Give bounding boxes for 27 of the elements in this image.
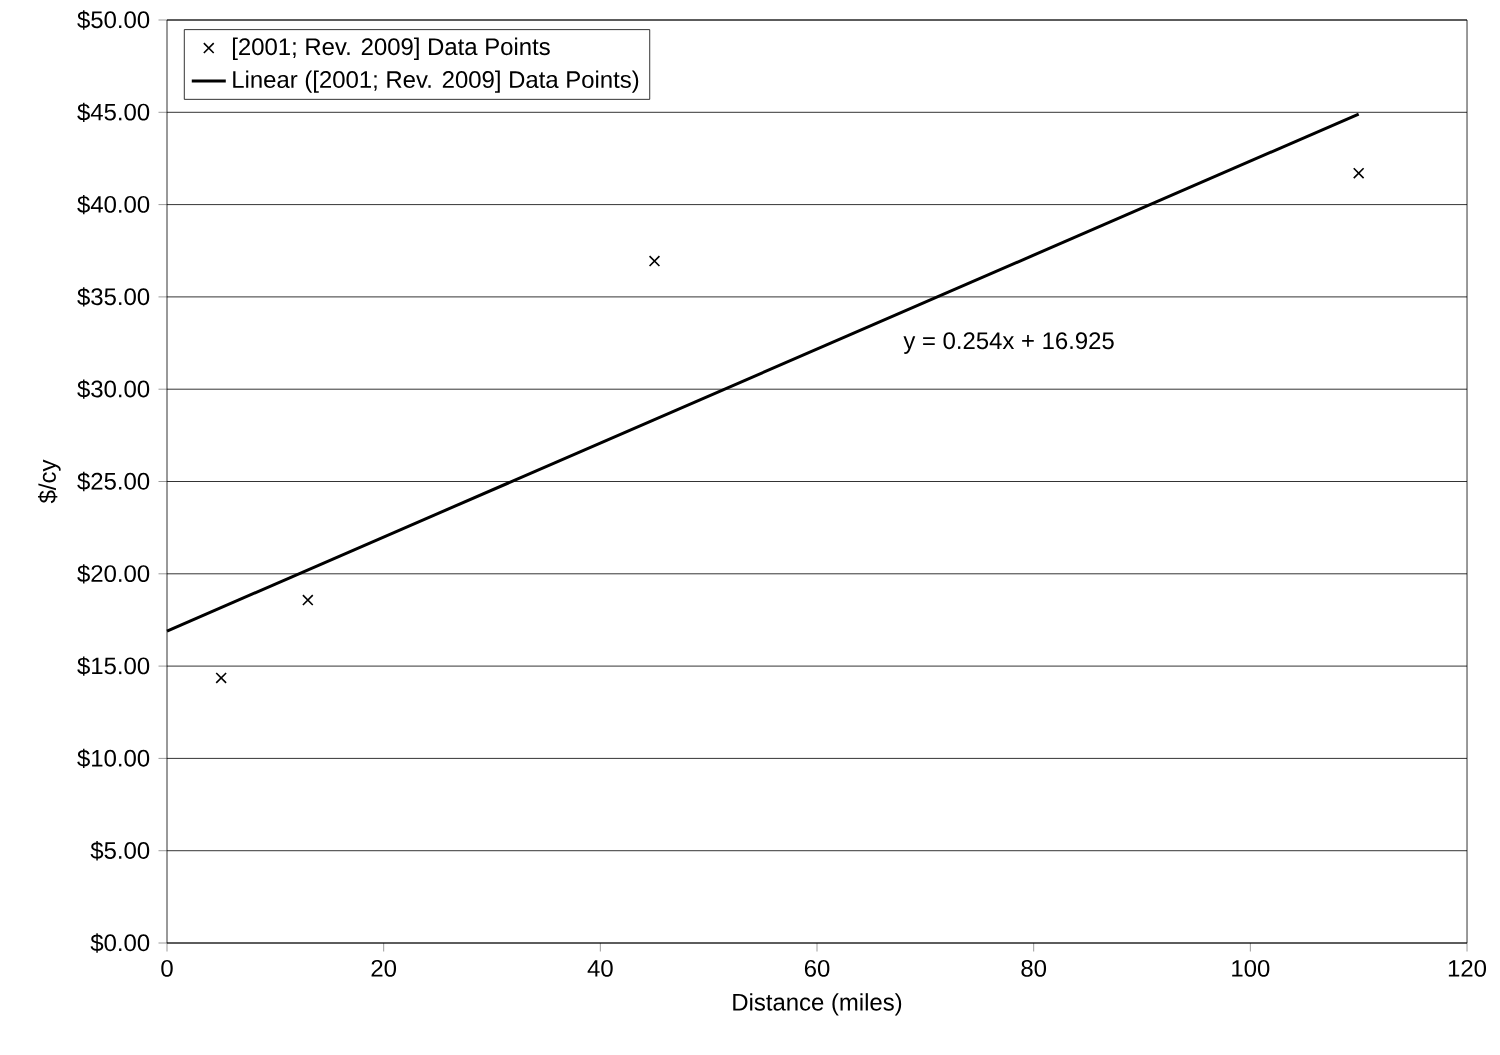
point <box>1352 167 1365 179</box>
y-tick-label: $50.00 <box>77 10 150 30</box>
y-tick-label: $40.00 <box>77 194 150 215</box>
y-tick-label: $45.00 <box>77 102 150 122</box>
point <box>302 594 314 606</box>
legend-label: Linear ([2001; Rev. 2009] Data Points) <box>233 70 639 93</box>
y-tick-label: $10.00 <box>77 748 150 769</box>
y-axis-title: $/cy <box>38 459 61 504</box>
legend-label: [2001; Rev. 2009] Data Points <box>232 37 550 60</box>
y-tick-label: $30.00 <box>77 379 150 399</box>
y-tick-label: $20.00 <box>77 564 150 584</box>
x-tick-label: 80 <box>1021 959 1047 977</box>
point <box>648 255 661 267</box>
x-axis-title: Distance (miles) <box>733 993 902 1016</box>
x-tick-label: 120 <box>1448 959 1487 977</box>
x-tick-label: 40 <box>587 959 613 977</box>
y-tick-label: $0.00 <box>90 933 150 953</box>
x-tick-label: 100 <box>1232 959 1270 977</box>
x-tick-label: 20 <box>371 959 397 977</box>
y-tick-label: $15.00 <box>77 656 150 676</box>
x-tick-label: 0 <box>161 959 173 977</box>
y-tick-label: $35.00 <box>77 287 150 307</box>
y-tick-label: $5.00 <box>90 841 150 861</box>
y-tick-label: $25.00 <box>77 471 150 492</box>
point <box>215 672 227 684</box>
annotation: y = 0.254x + 16.925 <box>903 332 1114 354</box>
x-tick-label: 60 <box>804 959 830 977</box>
